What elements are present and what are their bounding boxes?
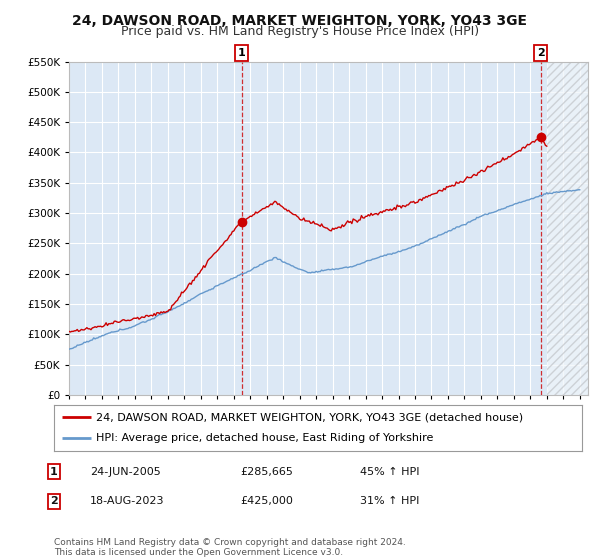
Text: £425,000: £425,000 bbox=[240, 496, 293, 506]
Text: 2: 2 bbox=[50, 496, 58, 506]
Text: 45% ↑ HPI: 45% ↑ HPI bbox=[360, 466, 419, 477]
Text: 31% ↑ HPI: 31% ↑ HPI bbox=[360, 496, 419, 506]
Text: 2: 2 bbox=[537, 48, 545, 58]
Text: 1: 1 bbox=[238, 48, 245, 58]
Text: Price paid vs. HM Land Registry's House Price Index (HPI): Price paid vs. HM Land Registry's House … bbox=[121, 25, 479, 38]
Text: HPI: Average price, detached house, East Riding of Yorkshire: HPI: Average price, detached house, East… bbox=[96, 433, 434, 444]
Text: £285,665: £285,665 bbox=[240, 466, 293, 477]
Text: 24, DAWSON ROAD, MARKET WEIGHTON, YORK, YO43 3GE: 24, DAWSON ROAD, MARKET WEIGHTON, YORK, … bbox=[73, 14, 527, 28]
Bar bbox=[547, 62, 588, 395]
Text: 1: 1 bbox=[50, 466, 58, 477]
Text: Contains HM Land Registry data © Crown copyright and database right 2024.
This d: Contains HM Land Registry data © Crown c… bbox=[54, 538, 406, 557]
Text: 18-AUG-2023: 18-AUG-2023 bbox=[90, 496, 164, 506]
Text: 24, DAWSON ROAD, MARKET WEIGHTON, YORK, YO43 3GE (detached house): 24, DAWSON ROAD, MARKET WEIGHTON, YORK, … bbox=[96, 412, 523, 422]
Text: 24-JUN-2005: 24-JUN-2005 bbox=[90, 466, 161, 477]
Bar bbox=[547, 62, 588, 395]
